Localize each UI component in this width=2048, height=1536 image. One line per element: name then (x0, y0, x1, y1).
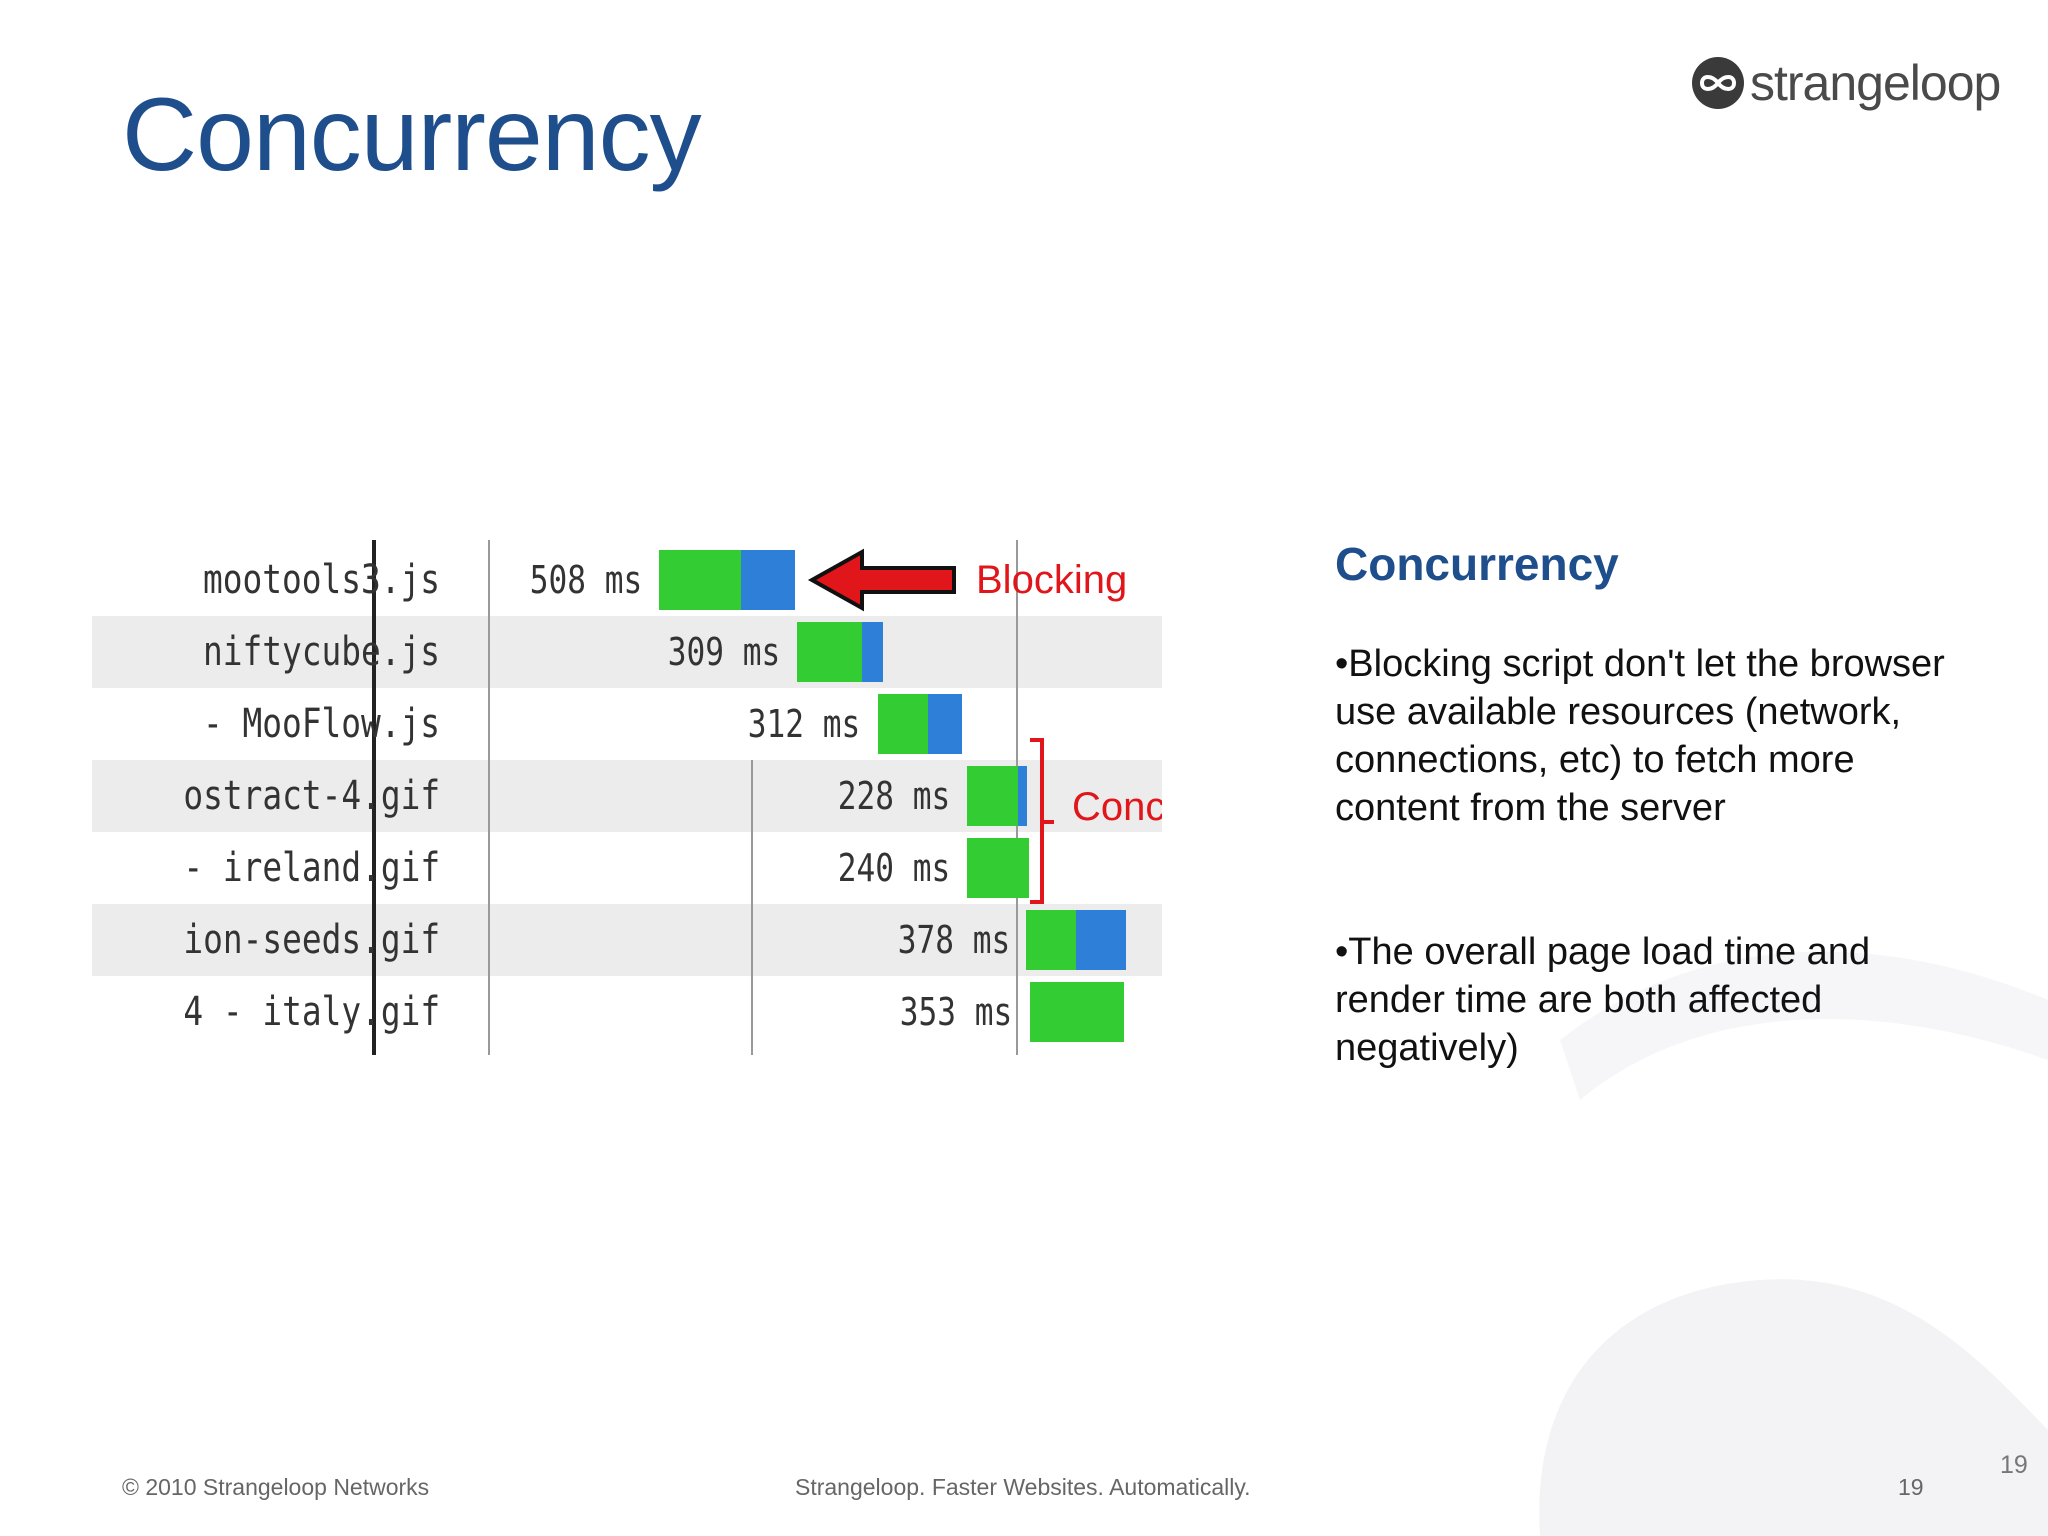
resource-time: 378 ms (897, 918, 1010, 962)
timing-bar-green (659, 550, 741, 610)
footer-copyright: © 2010 Strangeloop Networks (122, 1474, 430, 1500)
infinity-loop-icon (1692, 57, 1744, 109)
corner-page-number: 19 (2000, 1451, 2028, 1479)
footer-tagline: Strangeloop. Faster Websites. Automatica… (795, 1474, 1251, 1500)
resource-name: ion-seeds.gif (183, 917, 440, 963)
row-stripe (92, 616, 1162, 688)
slide-title: Concurrency (122, 77, 702, 193)
timing-bar-green (1030, 982, 1124, 1042)
resource-time: 240 ms (837, 846, 950, 890)
resource-time: 508 ms (529, 558, 642, 602)
concurrent-label: Concurrent (1072, 785, 1162, 829)
timing-bar-green (797, 622, 862, 682)
resource-name: mootools3.js (203, 557, 440, 603)
concurrent-bracket (1030, 738, 1054, 904)
row-stripe (92, 904, 1162, 976)
resource-name: niftycube.js (203, 629, 440, 675)
timing-bar-green (967, 766, 1018, 826)
resource-time: 353 ms (899, 990, 1012, 1034)
side-heading: Concurrency (1335, 538, 1619, 590)
bullet-load-time: •The overall page load time and render t… (1335, 931, 1871, 1069)
timing-bar-blue (862, 622, 883, 682)
resource-time: 312 ms (747, 702, 860, 746)
resource-time: 228 ms (837, 774, 950, 818)
timing-bar-blue (741, 550, 795, 610)
resource-name: - MooFlow.js (203, 701, 440, 747)
blocking-label: Blocking (976, 558, 1128, 602)
footer-page-number: 19 (1898, 1474, 1924, 1500)
strangeloop-logo: strangeloop (1690, 48, 2001, 118)
resource-name: ostract-4.gif (183, 773, 440, 819)
resource-name: 4 - italy.gif (183, 989, 440, 1035)
logo-text: strangeloop (1750, 55, 2001, 111)
blocking-arrow-icon (807, 548, 956, 612)
timing-bar-green (878, 694, 928, 754)
timing-bar-green (1026, 910, 1076, 970)
timing-bar-blue (928, 694, 962, 754)
resource-time: 309 ms (667, 630, 780, 674)
waterfall-graphics (92, 540, 1162, 1055)
resource-name: - ireland.gif (183, 845, 440, 891)
timing-bar-blue (1018, 766, 1027, 826)
timing-bar-blue (1076, 910, 1126, 970)
waterfall-chart: mootools3.js 508 ms niftycube.js 309 ms - Mo… (92, 540, 1162, 1055)
timing-bar-green (967, 838, 1029, 898)
bullet-blocking: •Blocking script don't let the browser u… (1335, 643, 1945, 829)
